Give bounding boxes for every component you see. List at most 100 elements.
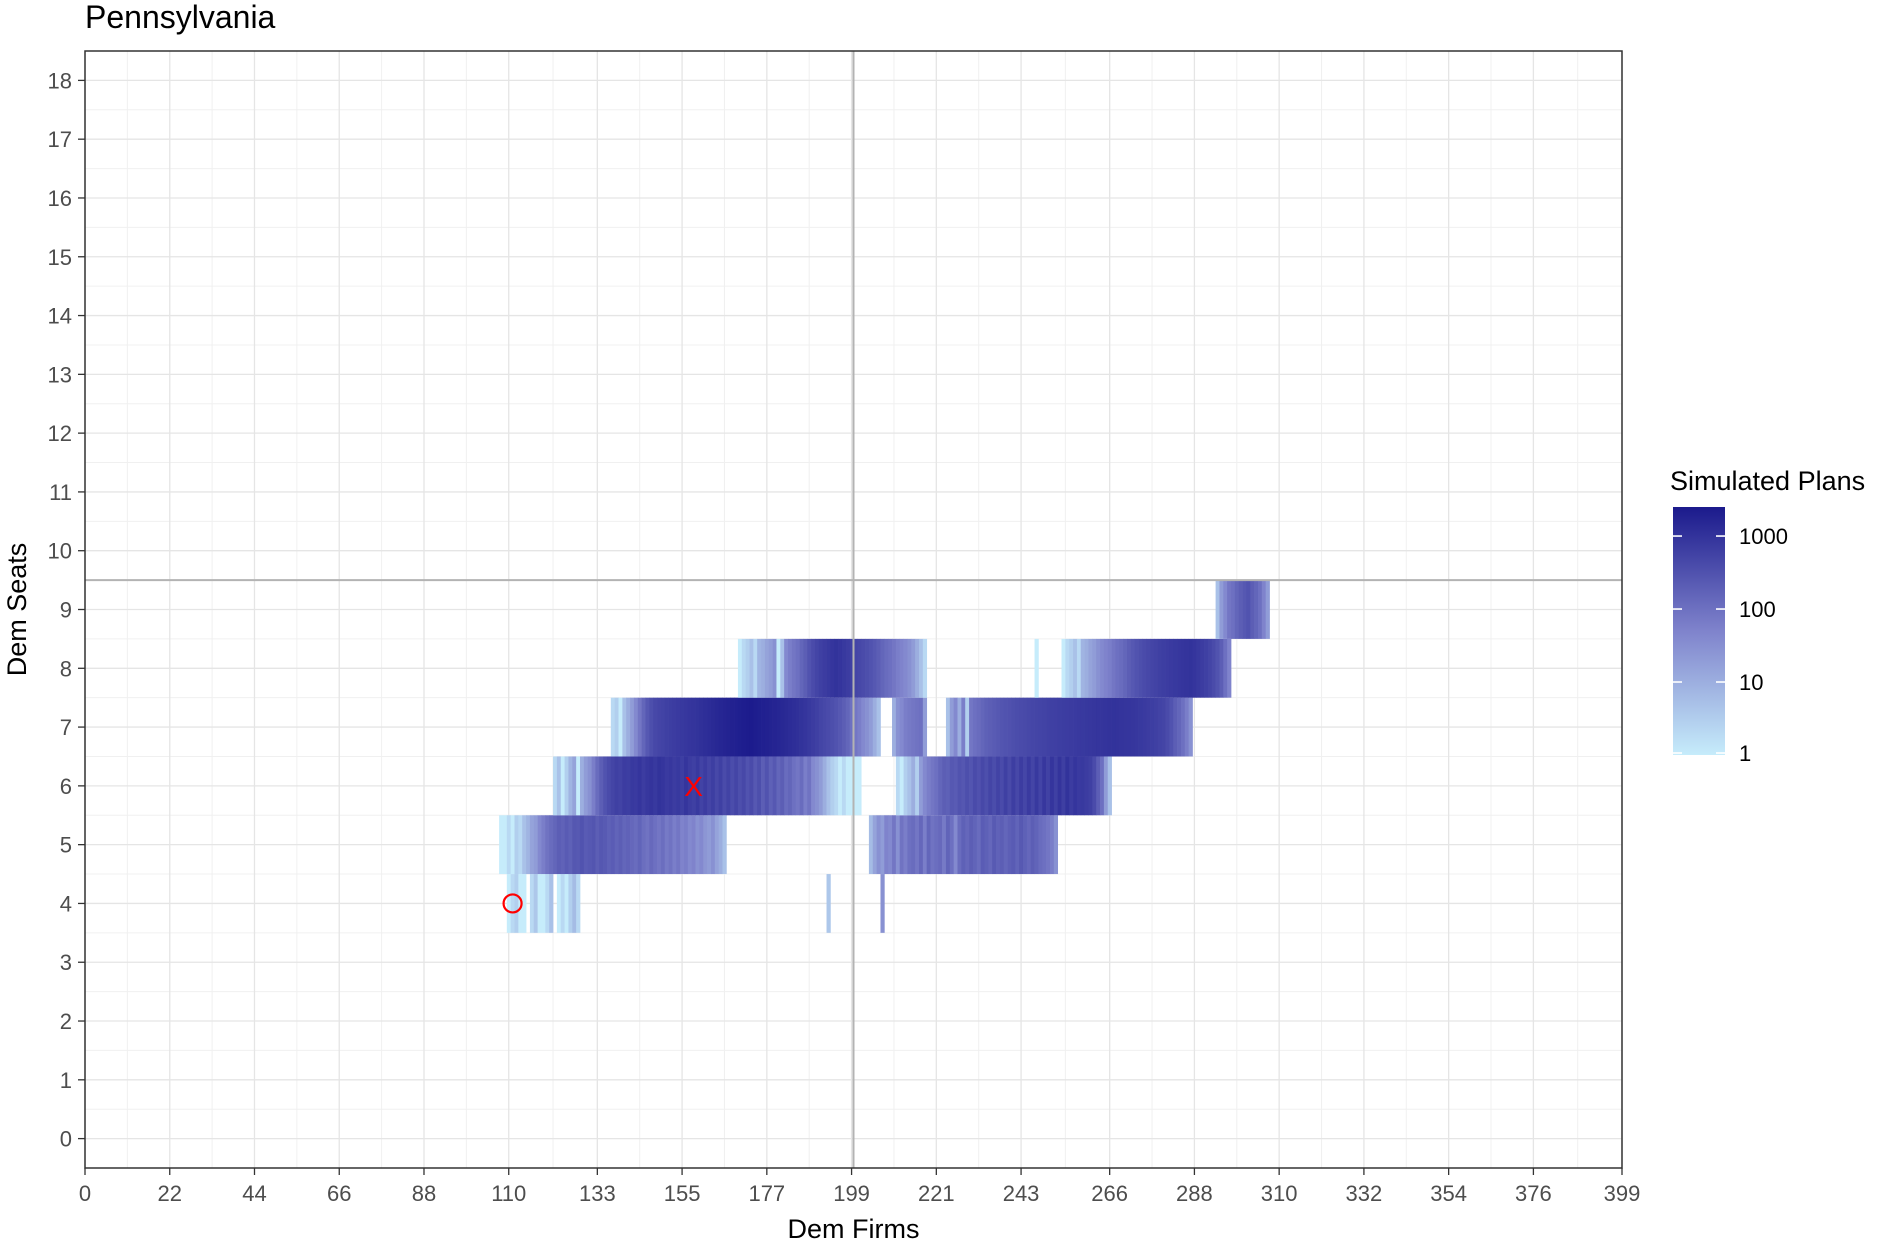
heatmap-cell <box>915 697 920 757</box>
y-tick-label: 4 <box>60 891 72 916</box>
heatmap-cell <box>776 697 781 757</box>
heatmap-cell <box>1073 697 1078 757</box>
heatmap-cell <box>1215 580 1220 639</box>
heatmap-cell <box>1223 638 1228 698</box>
heatmap-cell <box>976 815 981 875</box>
heatmap-cell <box>1073 638 1078 698</box>
heatmap-cell <box>695 697 700 757</box>
heatmap-cell <box>745 697 750 757</box>
heatmap-cell <box>772 756 777 816</box>
heatmap-cell <box>764 756 770 816</box>
heatmap-cell <box>1115 697 1120 757</box>
heatmap-cell <box>699 756 704 816</box>
heatmap-cell <box>1069 756 1074 816</box>
heatmap-cell <box>791 697 797 757</box>
heatmap-cell <box>576 874 581 933</box>
heatmap-cell <box>949 697 955 757</box>
heatmap-cell <box>768 697 773 757</box>
heatmap-cell <box>926 815 931 875</box>
heatmap-cell <box>795 756 800 816</box>
heatmap-cell <box>776 638 781 698</box>
heatmap-cell <box>972 697 978 757</box>
heatmap-cell <box>980 756 985 816</box>
heatmap-cell <box>1192 638 1197 698</box>
heatmap-cell <box>745 756 750 816</box>
heatmap-cell <box>988 815 993 875</box>
heatmap-cell <box>768 638 773 698</box>
heatmap-cell <box>838 756 843 816</box>
heatmap-cell <box>996 697 1001 757</box>
heatmap-cell <box>1015 697 1020 757</box>
heatmap-cell <box>703 815 708 875</box>
heatmap-cell <box>1219 638 1224 698</box>
heatmap-cell <box>699 697 704 757</box>
heatmap-cell <box>1003 697 1008 757</box>
heatmap-cell <box>791 638 797 698</box>
heatmap-cell <box>1234 580 1240 639</box>
heatmap-cell <box>757 638 762 698</box>
legend-title: Simulated Plans <box>1670 466 1865 496</box>
heatmap-cell <box>1049 756 1055 816</box>
heatmap-cell <box>1215 638 1220 698</box>
heatmap-cell <box>595 815 600 875</box>
heatmap-cell <box>922 638 928 698</box>
heatmap-cell <box>1011 756 1016 816</box>
heatmap-cell <box>1088 756 1093 816</box>
heatmap-cell <box>1254 580 1259 639</box>
heatmap-cell <box>568 815 573 875</box>
heatmap-cell <box>1184 638 1189 698</box>
heatmap-cell <box>587 815 592 875</box>
x-tick-label: 88 <box>412 1181 436 1206</box>
y-tick-label: 18 <box>48 68 72 93</box>
heatmap-cell <box>591 756 596 816</box>
heatmap-cell <box>892 638 897 698</box>
heatmap-cell <box>641 756 646 816</box>
heatmap-cell <box>976 697 981 757</box>
heatmap-cell <box>757 756 762 816</box>
heatmap-cell <box>672 756 677 816</box>
y-tick-label: 13 <box>48 362 72 387</box>
heatmap-cell <box>564 874 569 933</box>
heatmap-cell <box>1088 638 1093 698</box>
heatmap-cell <box>853 756 858 816</box>
heatmap-cell <box>1103 756 1109 816</box>
x-axis-title: Dem Firms <box>788 1214 920 1240</box>
heatmap-cell <box>872 638 877 698</box>
heatmap-cell <box>1046 756 1051 816</box>
heatmap-cell <box>1007 815 1012 875</box>
heatmap-cell <box>780 756 785 816</box>
heatmap-cell <box>1138 638 1143 698</box>
heatmap-cell <box>722 815 727 875</box>
heatmap-cell <box>888 638 893 698</box>
heatmap-cell <box>945 756 951 816</box>
heatmap-cell <box>680 697 685 757</box>
heatmap-cell <box>684 756 689 816</box>
heatmap-cell <box>934 756 939 816</box>
heatmap-cell <box>969 815 974 875</box>
heatmap-cell <box>657 697 662 757</box>
x-tick-label: 288 <box>1176 1181 1213 1206</box>
heatmap-cell <box>911 815 916 875</box>
heatmap-cell <box>1180 638 1186 698</box>
heatmap-cell <box>1053 815 1059 875</box>
heatmap-cell <box>791 756 797 816</box>
heatmap-cell <box>1030 756 1035 816</box>
heatmap-cell <box>803 697 808 757</box>
heatmap-cell <box>622 756 627 816</box>
heatmap-cell <box>911 638 916 698</box>
heatmap-cell <box>606 756 612 816</box>
heatmap-cell <box>664 697 669 757</box>
heatmap-cell <box>826 638 831 698</box>
y-tick-label: 16 <box>48 186 72 211</box>
heatmap-cell <box>653 815 658 875</box>
heatmap-cell <box>1134 697 1139 757</box>
heatmap-cell <box>614 756 619 816</box>
heatmap-cell <box>961 756 966 816</box>
heatmap-cell <box>653 697 658 757</box>
heatmap-cell <box>1073 756 1078 816</box>
heatmap-cell <box>1026 756 1032 816</box>
heatmap-cell <box>841 638 847 698</box>
heatmap-cell <box>510 815 515 875</box>
heatmap-cell <box>988 697 993 757</box>
